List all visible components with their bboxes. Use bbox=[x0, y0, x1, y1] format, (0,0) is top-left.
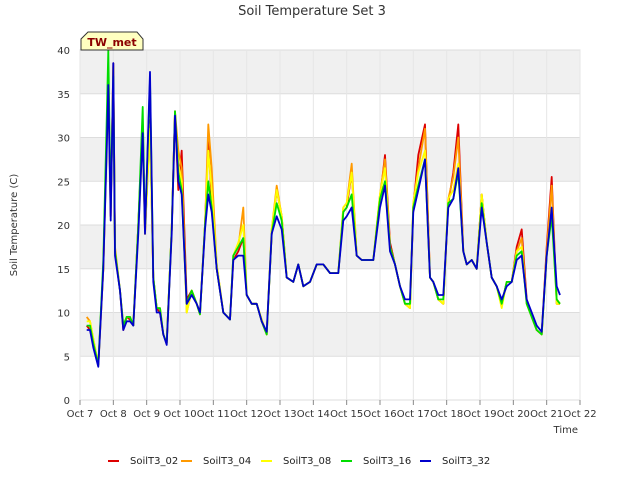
x-tick-label: Oct 17 bbox=[397, 409, 430, 420]
legend-label-SoilT3_08: SoilT3_08 bbox=[283, 456, 331, 467]
y-tick-label: 15 bbox=[57, 265, 70, 276]
x-tick-label: Oct 11 bbox=[197, 409, 230, 420]
x-tick-label: Oct 21 bbox=[530, 409, 563, 420]
y-tick-label: 20 bbox=[57, 221, 70, 232]
y-tick-label: 10 bbox=[57, 309, 70, 320]
legend: SoilT3_02 SoilT3_04 SoilT3_08 SoilT3_16 Soil… bbox=[108, 456, 490, 467]
series-lines bbox=[85, 49, 561, 368]
y-tick-label: 0 bbox=[64, 396, 70, 407]
plot-band bbox=[80, 50, 580, 94]
station-badge-box bbox=[80, 31, 144, 51]
y-axis-title: Soil Temperature (C) bbox=[9, 174, 20, 277]
plot-band bbox=[80, 137, 580, 182]
x-tick-label: Oct 16 bbox=[363, 409, 396, 420]
station-badge-label: TW_met bbox=[87, 36, 136, 49]
y-tick-label: 40 bbox=[57, 46, 70, 57]
y-tick-label: 5 bbox=[64, 352, 70, 363]
x-tick-label: Oct 20 bbox=[497, 409, 530, 420]
x-tick-label: Oct 13 bbox=[263, 409, 296, 420]
x-tick-label: Oct 14 bbox=[297, 409, 330, 420]
legend-label-SoilT3_04: SoilT3_04 bbox=[203, 456, 251, 467]
chart-title: Soil Temperature Set 3 bbox=[238, 4, 386, 19]
legend-label-SoilT3_32: SoilT3_32 bbox=[442, 456, 490, 467]
legend-label-SoilT3_16: SoilT3_16 bbox=[363, 456, 411, 467]
series-line-SoilT3_32 bbox=[86, 62, 561, 368]
x-tick-label: Oct 19 bbox=[463, 409, 496, 420]
x-tick-label: Oct 9 bbox=[133, 409, 160, 420]
x-tick-label: Oct 12 bbox=[230, 409, 263, 420]
x-tick-label: Oct 10 bbox=[163, 409, 196, 420]
x-axis-title: Time bbox=[553, 425, 578, 436]
x-tick-label: Oct 22 bbox=[563, 409, 596, 420]
plot-band bbox=[80, 225, 580, 269]
x-tick-label: Oct 18 bbox=[430, 409, 463, 420]
x-axis-ticks: Oct 7 Oct 8 Oct 9 Oct 10 Oct 11 Oct 12 Oct 13 O… bbox=[67, 50, 597, 420]
legend-label-SoilT3_02: SoilT3_02 bbox=[130, 456, 178, 467]
station-badge: TW_met bbox=[80, 31, 144, 51]
plot-band bbox=[80, 312, 580, 357]
y-tick-label: 30 bbox=[57, 134, 70, 145]
x-tick-label: Oct 7 bbox=[67, 409, 94, 420]
y-tick-label: 35 bbox=[57, 90, 70, 101]
y-tick-label: 25 bbox=[57, 177, 70, 188]
y-axis-ticks: 0 5 10 15 20 25 30 35 40 bbox=[57, 46, 580, 407]
x-tick-label: Oct 15 bbox=[330, 409, 363, 420]
x-tick-label: Oct 8 bbox=[100, 409, 127, 420]
